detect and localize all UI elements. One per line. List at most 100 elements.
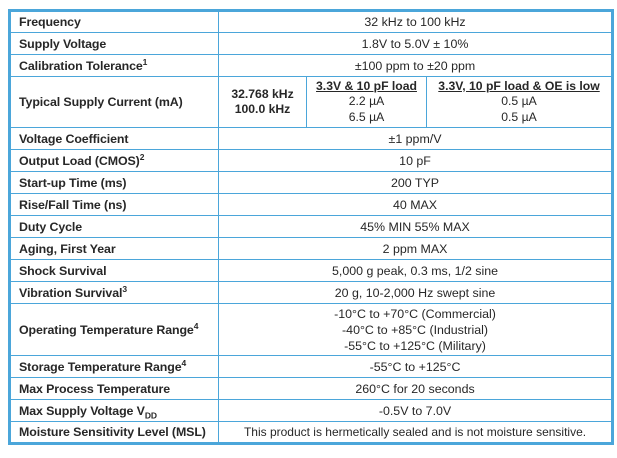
table-row: Voltage Coefficient ±1 ppm/V bbox=[9, 127, 614, 150]
spec-label-cell: Moisture Sensitivity Level (MSL) bbox=[9, 421, 219, 444]
spec-value-line: -40°C to +85°C (Industrial) bbox=[342, 322, 488, 337]
table-row: Output Load (CMOS)2 10 pF bbox=[9, 149, 614, 172]
spec-label: Aging, First Year bbox=[19, 241, 116, 256]
frequency-sublabel: 32.768 kHz bbox=[231, 86, 294, 101]
spec-value-cell: -10°C to +70°C (Commercial) -40°C to +85°… bbox=[217, 303, 614, 356]
condition-header: 3.3V, 10 pF load & OE is low bbox=[438, 78, 600, 93]
spec-value: -55°C to +125°C bbox=[369, 359, 461, 374]
current-value: 0.5 µA bbox=[501, 109, 537, 124]
spec-value: 2 ppm MAX bbox=[382, 241, 448, 256]
spec-value: 45% MIN 55% MAX bbox=[360, 219, 470, 234]
spec-label: Max Supply Voltage V bbox=[19, 403, 145, 418]
spec-label: Duty Cycle bbox=[19, 219, 83, 234]
spec-label-cell: Max Supply Voltage VDD bbox=[9, 399, 219, 422]
spec-value-cell: 5,000 g peak, 0.3 ms, 1/2 sine bbox=[217, 259, 614, 282]
spec-label: Moisture Sensitivity Level (MSL) bbox=[19, 425, 206, 439]
frequency-subcolumn: 32.768 kHz 100.0 kHz bbox=[218, 76, 307, 128]
spec-value: 260°C for 20 seconds bbox=[355, 381, 475, 396]
table-row: Vibration Survival3 20 g, 10-2,000 Hz swe… bbox=[9, 281, 614, 304]
spec-value-cell: 32 kHz to 100 kHz bbox=[217, 10, 614, 33]
supply-current-column: 3.3V & 10 pF load 2.2 µA 6.5 µA bbox=[306, 76, 427, 128]
spec-value-cell: 10 pF bbox=[217, 149, 614, 172]
spec-value: ±1 ppm/V bbox=[388, 131, 442, 146]
table-row: Aging, First Year 2 ppm MAX bbox=[9, 237, 614, 260]
spec-value: 32 kHz to 100 kHz bbox=[364, 15, 466, 29]
spec-label: Calibration Tolerance bbox=[19, 58, 143, 73]
spec-label-cell: Vibration Survival3 bbox=[9, 281, 219, 304]
spec-label-cell: Rise/Fall Time (ns) bbox=[9, 193, 219, 216]
current-value: 2.2 µA bbox=[348, 94, 385, 109]
spec-value-cell: This product is hermetically sealed and … bbox=[217, 421, 614, 444]
condition-header: 3.3V & 10 pF load bbox=[316, 78, 417, 93]
spec-table-body: Frequency 32 kHz to 100 kHz Supply Voltage… bbox=[9, 10, 614, 444]
spec-label-cell: Operating Temperature Range4 bbox=[9, 303, 219, 356]
spec-value: 5,000 g peak, 0.3 ms, 1/2 sine bbox=[332, 263, 499, 278]
spec-table: Frequency 32 kHz to 100 kHz Supply Voltage… bbox=[8, 9, 615, 445]
spec-value-line: -10°C to +70°C (Commercial) bbox=[334, 306, 496, 321]
spec-label: Max Process Temperature bbox=[19, 381, 171, 396]
current-value: 0.5 µA bbox=[501, 94, 537, 109]
supply-current-column: 3.3V, 10 pF load & OE is low 0.5 µA 0.5 µA bbox=[425, 76, 614, 128]
spec-label: Supply Voltage bbox=[19, 36, 107, 51]
table-row: Supply Voltage 1.8V to 5.0V ± 10% bbox=[9, 32, 614, 55]
table-row: Typical Supply Current (mA) 32.768 kHz 100… bbox=[9, 76, 614, 128]
spec-value: 10 pF bbox=[399, 153, 431, 168]
table-row: Frequency 32 kHz to 100 kHz bbox=[9, 10, 614, 33]
spec-label: Rise/Fall Time (ns) bbox=[19, 197, 127, 212]
footnote-superscript: 4 bbox=[193, 320, 199, 331]
spec-label: Output Load (CMOS) bbox=[19, 153, 140, 168]
table-row: Max Supply Voltage VDD -0.5V to 7.0V bbox=[9, 399, 614, 422]
table-row: Duty Cycle 45% MIN 55% MAX bbox=[9, 215, 614, 238]
spec-value: This product is hermetically sealed and … bbox=[243, 425, 587, 439]
spec-label: Operating Temperature Range bbox=[19, 322, 194, 337]
spec-value-cell: 20 g, 10-2,000 Hz swept sine bbox=[217, 281, 614, 304]
table-row: Shock Survival 5,000 g peak, 0.3 ms, 1/2 … bbox=[9, 259, 614, 282]
spec-value-cell: 2 ppm MAX bbox=[217, 237, 614, 260]
table-row: Calibration Tolerance1 ±100 ppm to ±20 pp… bbox=[9, 54, 614, 77]
spec-label-cell: Voltage Coefficient bbox=[9, 127, 219, 150]
spec-label: Typical Supply Current (mA) bbox=[19, 95, 183, 109]
footnote-superscript: 4 bbox=[181, 357, 187, 368]
spec-value-cell: 45% MIN 55% MAX bbox=[217, 215, 614, 238]
spec-value-cell: ±100 ppm to ±20 ppm bbox=[217, 54, 614, 77]
table-row: Storage Temperature Range4 -55°C to +125°… bbox=[9, 355, 614, 378]
spec-label-cell: Calibration Tolerance1 bbox=[9, 54, 219, 77]
spec-label-cell: Duty Cycle bbox=[9, 215, 219, 238]
spec-value-cell: 40 MAX bbox=[217, 193, 614, 216]
spec-label-cell: Typical Supply Current (mA) bbox=[9, 76, 219, 128]
spec-label-cell: Shock Survival bbox=[9, 259, 219, 282]
spec-label: Start-up Time (ms) bbox=[19, 175, 127, 190]
table-row: Rise/Fall Time (ns) 40 MAX bbox=[9, 193, 614, 216]
table-row: Operating Temperature Range4 -10°C to +70… bbox=[9, 303, 614, 356]
spec-label-cell: Supply Voltage bbox=[9, 32, 219, 55]
table-row: Max Process Temperature 260°C for 20 seco… bbox=[9, 377, 614, 400]
table-row: Start-up Time (ms) 200 TYP bbox=[9, 171, 614, 194]
spec-value-cell: ±1 ppm/V bbox=[217, 127, 614, 150]
spec-label-cell: Start-up Time (ms) bbox=[9, 171, 219, 194]
current-value: 6.5 µA bbox=[348, 109, 385, 124]
spec-value-line: -55°C to +125°C (Military) bbox=[344, 338, 486, 353]
label-subscript: DD bbox=[144, 409, 157, 420]
spec-value-cell: -55°C to +125°C bbox=[217, 355, 614, 378]
spec-label-cell: Frequency bbox=[9, 10, 219, 33]
frequency-sublabel: 100.0 kHz bbox=[234, 102, 291, 116]
spec-value-cell: 200 TYP bbox=[217, 171, 614, 194]
spec-label: Frequency bbox=[19, 15, 81, 29]
spec-value: ±100 ppm to ±20 ppm bbox=[354, 58, 476, 73]
footnote-superscript: 1 bbox=[142, 56, 148, 67]
spec-value-cell: 1.8V to 5.0V ± 10% bbox=[217, 32, 614, 55]
spec-label-cell: Storage Temperature Range4 bbox=[9, 355, 219, 378]
spec-label: Storage Temperature Range bbox=[19, 359, 182, 374]
spec-value: 40 MAX bbox=[392, 197, 438, 212]
spec-label-cell: Aging, First Year bbox=[9, 237, 219, 260]
footnote-superscript: 3 bbox=[122, 283, 127, 294]
spec-label-cell: Max Process Temperature bbox=[9, 377, 219, 400]
spec-value: -0.5V to 7.0V bbox=[378, 403, 452, 418]
spec-label: Voltage Coefficient bbox=[19, 131, 129, 146]
spec-value-cell: 260°C for 20 seconds bbox=[217, 377, 614, 400]
spec-value-cell: -0.5V to 7.0V bbox=[217, 399, 614, 422]
spec-value: 20 g, 10-2,000 Hz swept sine bbox=[334, 285, 496, 300]
spec-value: 200 TYP bbox=[391, 175, 440, 190]
footnote-superscript: 2 bbox=[139, 151, 145, 162]
